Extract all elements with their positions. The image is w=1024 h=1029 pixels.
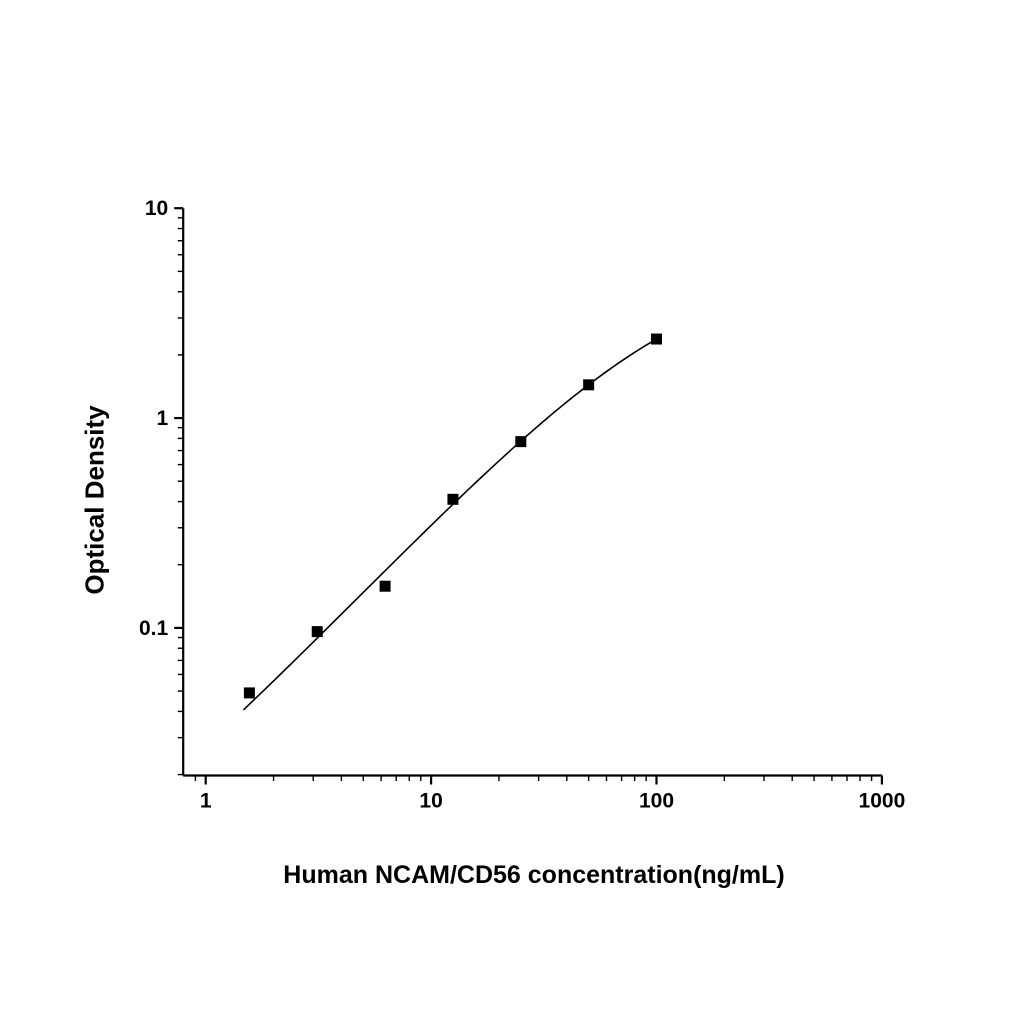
svg-text:1000: 1000 [859,790,906,813]
svg-text:10: 10 [419,790,442,813]
svg-text:100: 100 [639,790,674,813]
svg-text:1: 1 [200,790,212,813]
svg-text:10: 10 [145,197,168,220]
svg-text:0.1: 0.1 [139,617,169,640]
svg-text:1: 1 [157,407,169,430]
